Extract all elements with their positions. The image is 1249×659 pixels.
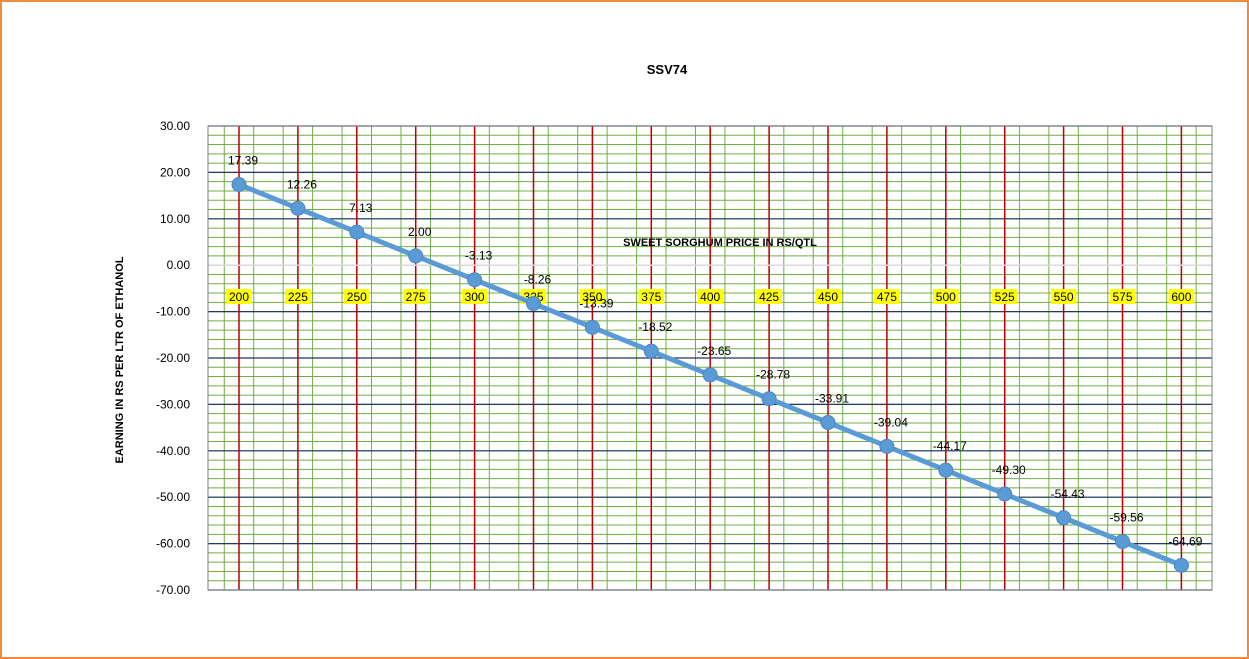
data-point	[643, 343, 659, 359]
y-tick-label: 0.00	[167, 258, 191, 272]
data-label: 12.26	[287, 177, 317, 191]
category-label-bg	[991, 289, 1018, 304]
data-label: -49.30	[992, 463, 1026, 477]
data-point	[1173, 557, 1189, 573]
data-point	[349, 224, 365, 240]
y-tick-label: -60.00	[156, 537, 190, 551]
x-category-label: 300	[465, 290, 485, 304]
data-point	[820, 415, 836, 431]
data-point	[231, 177, 247, 193]
y-tick-label: -30.00	[156, 397, 190, 411]
x-axis-category-labels: 2002252502753003253503754004254504755005…	[226, 289, 1195, 304]
data-point	[1056, 510, 1072, 526]
category-label-bg	[402, 289, 429, 304]
data-label: -3.13	[465, 249, 493, 263]
category-label-bg	[1050, 289, 1077, 304]
category-label-bg	[344, 289, 370, 304]
data-label: -8.26	[524, 273, 552, 287]
data-label: -44.17	[933, 439, 967, 453]
category-label-bg	[874, 289, 900, 304]
category-label-bg	[579, 289, 606, 304]
x-category-label: 450	[818, 290, 838, 304]
x-category-label: 200	[229, 290, 249, 304]
x-category-label: 250	[347, 290, 367, 304]
data-label: 7.13	[349, 201, 373, 215]
data-point	[467, 272, 483, 288]
series-line	[231, 177, 1189, 573]
data-label: 17.39	[228, 154, 258, 168]
category-label-bg	[285, 289, 311, 304]
data-label: -64.69	[1168, 534, 1202, 548]
category-label-bg	[756, 289, 782, 304]
x-category-label: 550	[1054, 290, 1074, 304]
data-point	[702, 367, 718, 383]
data-point	[938, 462, 954, 478]
category-label-bg	[1109, 289, 1136, 304]
y-tick-label: 10.00	[160, 212, 190, 226]
y-axis-title: EARNING IN RS PER LTR OF ETHANOL	[114, 256, 126, 463]
data-labels: 17.39 12.26 7.13 2.00 -3.13 -8.26 -13.39 -18.52…	[228, 154, 1203, 549]
x-category-label: 575	[1112, 290, 1132, 304]
x-category-label: 425	[759, 290, 779, 304]
x-category-label: 400	[700, 290, 720, 304]
x-category-label: 525	[995, 290, 1015, 304]
x-category-label: 500	[936, 290, 956, 304]
category-label-bg	[815, 289, 841, 304]
category-label-bg	[933, 289, 959, 304]
category-label-bg	[226, 289, 252, 304]
category-label-bg	[697, 289, 723, 304]
x-category-label: 375	[641, 290, 661, 304]
x-category-label: 600	[1171, 290, 1191, 304]
y-tick-label: -20.00	[156, 351, 190, 365]
y-tick-label: -50.00	[156, 490, 190, 504]
x-category-label: 475	[877, 290, 897, 304]
category-label-bg	[461, 289, 488, 304]
y-tick-label: -10.00	[156, 305, 190, 319]
data-point	[879, 438, 895, 454]
y-tick-label: -70.00	[156, 583, 190, 597]
y-tick-label: -40.00	[156, 444, 190, 458]
x-category-label: 225	[288, 290, 308, 304]
data-label: -13.39	[579, 296, 613, 310]
category-label-bg	[638, 289, 665, 304]
plot-grid	[207, 125, 1213, 591]
data-label: -59.56	[1109, 511, 1143, 525]
data-point	[408, 248, 424, 264]
data-point	[290, 200, 306, 216]
data-label: -18.52	[638, 320, 672, 334]
data-label: -39.04	[874, 415, 908, 429]
data-point	[1115, 534, 1130, 550]
y-tick-label: 20.00	[160, 165, 190, 179]
y-tick-label: 30.00	[160, 119, 190, 133]
category-label-bg	[1168, 289, 1195, 304]
data-label: -33.91	[815, 392, 849, 406]
data-label: -28.78	[756, 368, 790, 382]
x-category-label: 350	[582, 290, 602, 304]
data-point	[997, 486, 1013, 502]
chart-title: SSV74	[647, 62, 688, 77]
data-label: 2.00	[408, 225, 432, 239]
y-axis-tick-labels: 30.00 20.00 10.00 0.00 -10.00 -20.00 -30.00 -40…	[156, 119, 190, 597]
plot-border	[207, 125, 1213, 591]
x-axis-title: SWEET SORGHUM PRICE IN RS/QTL	[623, 237, 817, 249]
x-category-label: 275	[406, 290, 426, 304]
data-label: -23.65	[697, 344, 731, 358]
data-point	[584, 319, 600, 335]
data-point	[526, 296, 541, 312]
data-label: -54.43	[1051, 487, 1085, 501]
data-point	[761, 391, 777, 407]
